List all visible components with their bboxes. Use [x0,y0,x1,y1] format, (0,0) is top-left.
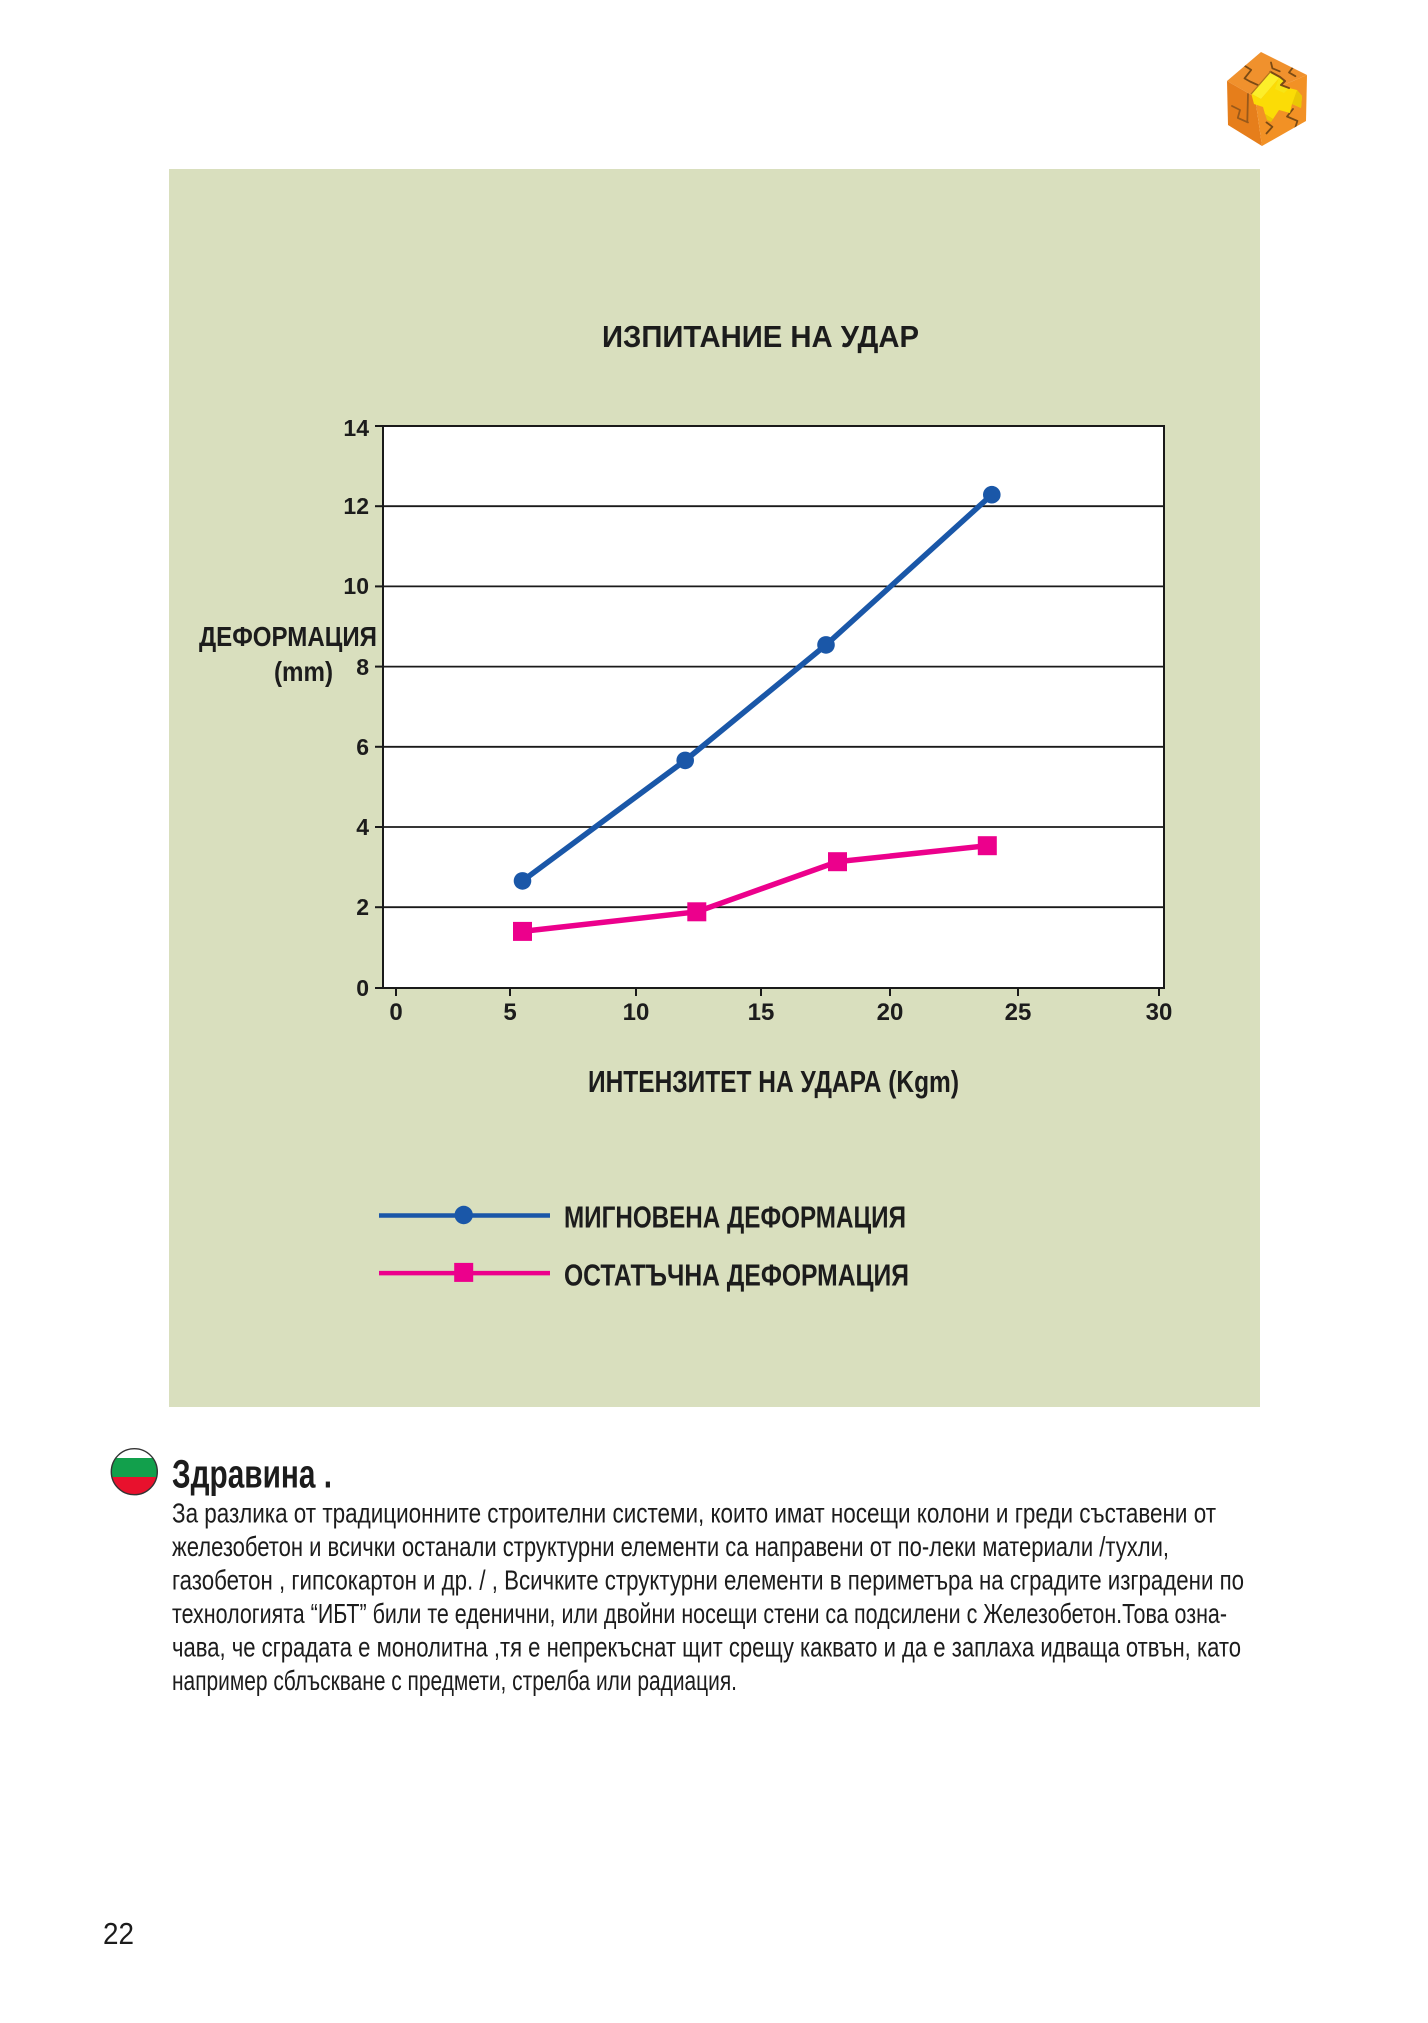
svg-text:20: 20 [877,999,904,1026]
svg-text:14: 14 [343,415,369,441]
svg-text:10: 10 [343,573,369,599]
svg-text:газобетон , гипсокартон и др.: газобетон , гипсокартон и др. / , Всички… [172,1565,1244,1596]
svg-text:5: 5 [503,999,516,1026]
svg-text:(mm): (mm) [274,656,333,687]
svg-text:15: 15 [748,999,775,1026]
svg-text:ДЕФОРМАЦИЯ: ДЕФОРМАЦИЯ [199,621,377,652]
svg-text:например сблъскване с предмети: например сблъскване с предмети, стрелба … [172,1665,737,1696]
svg-text:22: 22 [103,1916,134,1951]
svg-text:ИЗПИТАНИЕ НА УДАР: ИЗПИТАНИЕ НА УДАР [602,319,919,354]
svg-text:6: 6 [356,734,369,760]
svg-text:ОСТАТЪЧНА ДЕФОРМАЦИЯ: ОСТАТЪЧНА ДЕФОРМАЦИЯ [564,1258,909,1293]
svg-text:4: 4 [356,814,369,840]
svg-text:Здравина .: Здравина . [172,1453,332,1497]
svg-text:За разлика от традиционните ст: За разлика от традиционните строителни с… [172,1498,1216,1529]
svg-text:железобетон и всички останали: железобетон и всички останали структурни… [172,1531,1169,1562]
svg-text:технологията “ИБТ” били те еде: технологията “ИБТ” били те еденични, или… [172,1598,1227,1629]
svg-text:30: 30 [1146,999,1173,1026]
svg-text:МИГНОВЕНА ДЕФОРМАЦИЯ: МИГНОВЕНА ДЕФОРМАЦИЯ [564,1200,906,1235]
svg-text:12: 12 [343,493,369,519]
svg-text:10: 10 [623,999,650,1026]
svg-text:чава, че сградата е монолитна: чава, че сградата е монолитна ,тя е непр… [172,1632,1241,1663]
svg-text:0: 0 [389,999,402,1026]
svg-text:0: 0 [356,975,369,1001]
svg-text:ИНТЕНЗИТЕТ НА УДАРА (Kgm): ИНТЕНЗИТЕТ НА УДАРА (Kgm) [588,1064,959,1099]
svg-text:2: 2 [356,894,369,920]
svg-text:25: 25 [1005,999,1032,1026]
svg-text:8: 8 [356,654,369,680]
